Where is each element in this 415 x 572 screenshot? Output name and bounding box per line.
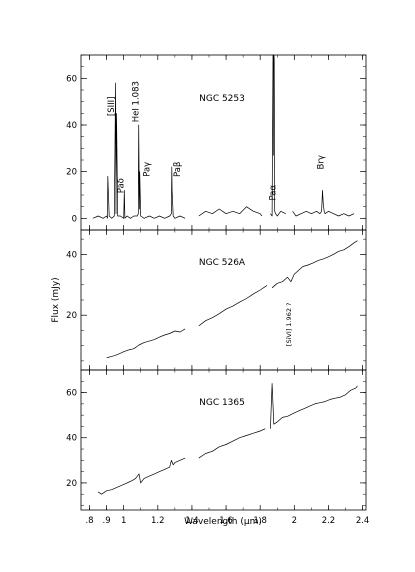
panel-0: 0 20 40 60 NGC 5253 [SIII] HeI 1.083 Paδ Paγ Paβ P… — [66, 54, 367, 231]
x-tick-label: 1.4 — [185, 516, 199, 526]
x-tick-label: 2.2 — [322, 516, 336, 526]
y-tick-label: 40 — [66, 250, 77, 260]
x-tick-label: .8 — [85, 516, 93, 526]
y-tick-label: 20 — [66, 168, 77, 178]
x-tick-label: 1.2 — [151, 516, 165, 526]
line-label: Paδ — [117, 178, 127, 193]
panel-frame — [80, 229, 367, 371]
panels: 0 20 40 60 NGC 5253 [SIII] HeI 1.083 Paδ Paγ Paβ P… — [66, 54, 367, 511]
y-axis-label: Flux (mJy) — [51, 277, 61, 322]
line-label: Paβ — [173, 162, 183, 177]
panel-2: 20 40 60 NGC 1365 — [66, 369, 367, 511]
panel-1: 20 40 NGC 526A [SiVI] 1.962 ? — [66, 229, 367, 371]
line-label: [SiVI] 1.962 ? — [285, 303, 293, 347]
spectrum-line — [106, 328, 186, 359]
x-tick-label: 1.8 — [253, 516, 267, 526]
line-label: Paγ — [142, 162, 152, 177]
y-tick-label: 60 — [66, 74, 77, 84]
spectrum-line — [270, 383, 358, 429]
y-tick-label: 20 — [66, 311, 77, 321]
x-tick-label: 1.6 — [219, 516, 233, 526]
x-tick-label: 2 — [292, 516, 297, 526]
x-axis: .8 .9 1 1.2 1.4 1.6 1.8 2 2.2 2.4 — [85, 516, 369, 526]
panel-title: NGC 1365 — [199, 398, 245, 408]
spectrum-line — [198, 428, 266, 459]
line-label: [SIII] — [107, 97, 117, 117]
x-tick-label: 1 — [121, 516, 126, 526]
x-tick-label: .9 — [103, 516, 111, 526]
x-axis-label: Wavelength (μm) — [184, 517, 262, 527]
spectrum-line — [97, 457, 186, 495]
y-tick-label: 40 — [66, 434, 77, 444]
y-tick-label: 60 — [66, 389, 77, 399]
y-tick-label: 40 — [66, 121, 77, 131]
spectrum-line — [270, 54, 286, 217]
spectrum-line — [198, 285, 268, 327]
y-tick-label: 0 — [72, 214, 77, 224]
panel-title: NGC 526A — [199, 258, 246, 268]
spectrum-line — [292, 189, 355, 217]
spectrum-line — [198, 206, 263, 217]
panel-title: NGC 5253 — [199, 94, 245, 104]
spectrum-line — [271, 240, 358, 289]
y-tick-label: 20 — [66, 479, 77, 489]
x-tick-label: 2.4 — [356, 516, 370, 526]
spectrum-line — [92, 82, 186, 219]
line-label: Paα — [269, 185, 279, 201]
line-label: Brγ — [316, 155, 326, 169]
line-label: HeI 1.083 — [132, 81, 142, 122]
panel-frame — [80, 369, 367, 511]
